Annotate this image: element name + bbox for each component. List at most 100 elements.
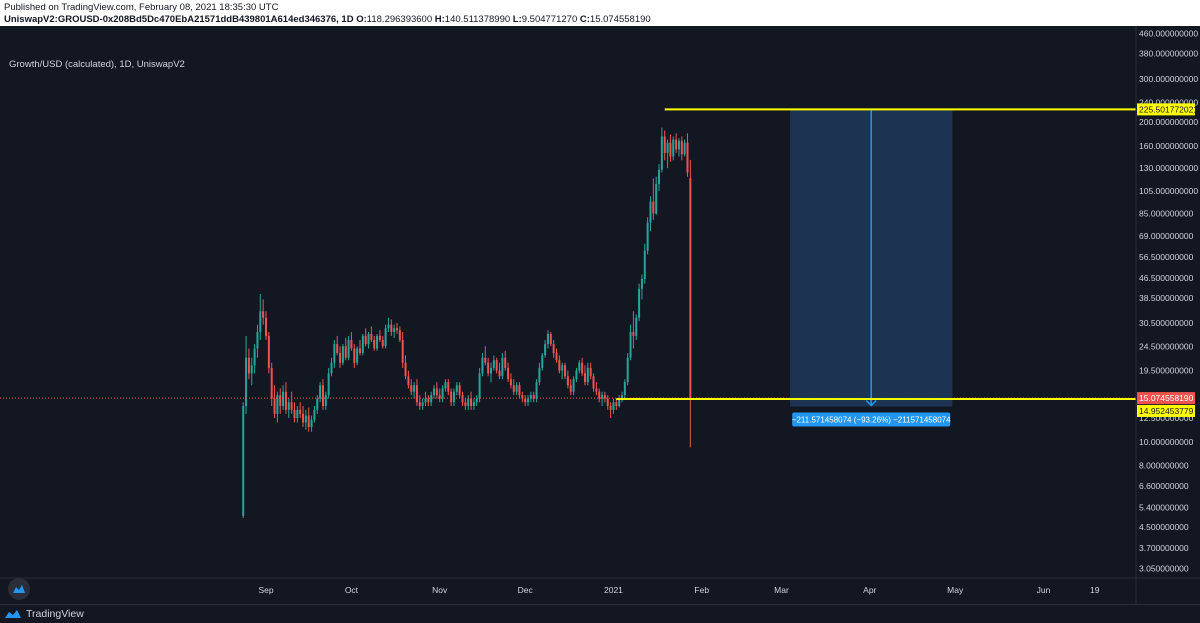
x-tick-label: Dec <box>518 585 534 595</box>
candle <box>484 346 487 366</box>
candle <box>279 388 282 414</box>
candle-body <box>242 405 245 516</box>
candle <box>509 373 512 389</box>
candle <box>276 391 279 423</box>
candle <box>313 405 316 423</box>
candle-body <box>589 367 592 377</box>
candle-body <box>509 379 512 386</box>
candle-body <box>410 385 413 392</box>
candle-body <box>444 382 447 389</box>
candle <box>561 362 564 380</box>
candle <box>390 319 393 336</box>
candle <box>680 136 683 161</box>
tradingview-brand[interactable]: TradingView <box>4 607 84 621</box>
candle <box>646 217 649 255</box>
y-tick-label: 10.000000000 <box>1139 437 1194 447</box>
candle <box>242 402 245 519</box>
candle-body <box>672 139 675 157</box>
candle <box>569 379 572 396</box>
candle <box>609 402 612 419</box>
candle <box>603 391 606 403</box>
tradingview-badge-icon[interactable] <box>8 578 30 600</box>
candle-body <box>450 391 453 403</box>
x-tick-label: Nov <box>432 585 448 595</box>
candle <box>475 395 478 406</box>
close-label: C: <box>579 14 590 25</box>
candle <box>381 335 384 349</box>
candle <box>495 357 498 374</box>
candle <box>527 395 530 406</box>
y-tick-label: 3.700000000 <box>1139 543 1189 553</box>
candle-body <box>598 391 601 399</box>
candle <box>256 324 259 358</box>
candle <box>427 395 430 406</box>
candle-body <box>279 395 282 406</box>
candle-body <box>621 395 623 399</box>
candle-body <box>458 385 461 396</box>
candle-body <box>581 362 584 374</box>
candle-body <box>595 388 598 392</box>
candle <box>481 353 484 377</box>
candle-body <box>333 344 336 363</box>
candle <box>438 388 441 403</box>
candle <box>447 379 450 396</box>
high-label: H: <box>434 14 445 25</box>
candle <box>660 127 663 173</box>
candle <box>566 370 569 389</box>
candle <box>558 355 561 374</box>
candle-body <box>558 360 561 371</box>
candle-body <box>501 357 504 377</box>
candle-body <box>304 415 307 423</box>
candle-body <box>569 385 572 392</box>
x-tick-label: Sep <box>258 585 273 595</box>
candle <box>581 357 584 377</box>
candle-body <box>313 409 316 420</box>
candle <box>672 136 675 161</box>
candle <box>535 379 538 403</box>
axes-layer: 460.000000000 380.000000000 300.000000000 2… <box>0 26 1200 604</box>
candle-body <box>378 335 381 340</box>
candle <box>393 324 396 338</box>
candle <box>478 367 481 403</box>
candle-body <box>484 357 487 363</box>
candle-body <box>652 201 655 214</box>
y-tick-label: 30.500000000 <box>1139 318 1194 328</box>
candle <box>507 362 510 383</box>
measure-arrowhead <box>865 399 877 407</box>
candle-body <box>578 362 581 371</box>
tradingview-logo-icon <box>5 610 21 618</box>
candle-body <box>552 344 555 354</box>
candle <box>253 344 256 374</box>
candle <box>564 362 567 380</box>
chart-svg[interactable]: −211.571458074 (−93.26%) −211571458074 4… <box>0 26 1200 604</box>
candle-body <box>669 142 672 157</box>
y-tick-label: 3.050000000 <box>1139 564 1189 574</box>
candle <box>589 362 592 380</box>
candle <box>638 283 641 322</box>
candle <box>321 379 324 410</box>
candle-body <box>675 139 678 150</box>
y-tick-label: 56.500000000 <box>1139 252 1194 262</box>
candle-body <box>267 335 270 368</box>
candle-body <box>615 402 618 406</box>
y-tick-label: 130.000000000 <box>1139 163 1198 173</box>
candle <box>541 353 544 371</box>
candle-body <box>324 395 327 406</box>
candle-body <box>649 201 652 223</box>
chart-title: Growth/USD (calculated), 1D, UniswapV2 <box>9 59 185 70</box>
candle-body <box>398 330 401 340</box>
candle <box>464 398 467 410</box>
candle-body <box>396 328 399 331</box>
candle-body <box>430 395 433 403</box>
candle <box>601 391 604 406</box>
candle <box>418 395 421 410</box>
candle <box>546 330 549 349</box>
y-tick-label: 300.000000000 <box>1139 74 1198 84</box>
chart-panel[interactable]: −211.571458074 (−93.26%) −211571458074 4… <box>0 26 1200 604</box>
candle-body <box>566 376 569 386</box>
candle-body <box>290 402 293 410</box>
candle-body <box>643 250 646 280</box>
candle <box>470 391 473 410</box>
candle <box>632 311 635 349</box>
x-tick-label: 2021 <box>604 585 623 595</box>
